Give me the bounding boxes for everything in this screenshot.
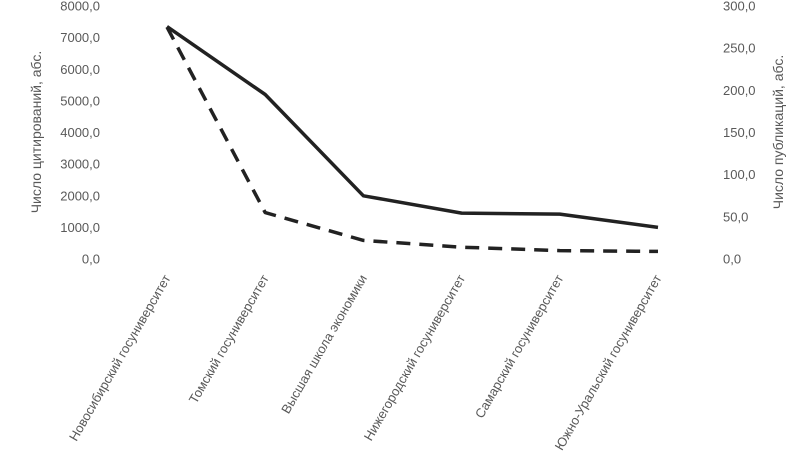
left-tick-label: 6000,0 — [60, 62, 100, 77]
category-label: Новосибирский госуниверситет — [66, 272, 174, 443]
left-tick-label: 3000,0 — [60, 157, 100, 172]
category-label: Томский госуниверситет — [186, 272, 272, 406]
right-axis-title: Число публикаций, абс. — [770, 55, 786, 209]
category-label: Самарский госуниверситет — [472, 272, 567, 421]
right-tick-label: 100,0 — [723, 167, 756, 182]
left-tick-label: 0,0 — [82, 252, 100, 267]
right-tick-label: 300,0 — [723, 0, 756, 14]
left-tick-label: 8000,0 — [60, 0, 100, 14]
right-axis-ticks: 0,0 50,0 100,0 150,0 200,0 250,0 300,0 — [723, 0, 756, 267]
category-labels: Новосибирский госуниверситет Томский госу… — [66, 272, 665, 453]
right-tick-label: 0,0 — [723, 252, 741, 267]
right-tick-label: 150,0 — [723, 125, 756, 140]
right-tick-label: 250,0 — [723, 41, 756, 56]
category-label: Южно-Уральский госуниверситет — [552, 272, 665, 453]
left-tick-label: 7000,0 — [60, 30, 100, 45]
right-tick-label: 200,0 — [723, 83, 756, 98]
left-tick-label: 2000,0 — [60, 188, 100, 203]
dashed-series-line — [165, 26, 659, 254]
left-tick-label: 4000,0 — [60, 125, 100, 140]
left-tick-label: 5000,0 — [60, 93, 100, 108]
left-axis-title: Число цитирований, абс. — [28, 51, 44, 214]
category-label: Нижегородский госуниверситет — [361, 272, 469, 443]
right-tick-label: 50,0 — [723, 209, 748, 224]
solid-series-line — [166, 25, 659, 230]
left-tick-label: 1000,0 — [60, 220, 100, 235]
left-axis-ticks: 0,0 1000,0 2000,0 3000,0 4000,0 5000,0 6000,0 7… — [60, 0, 100, 267]
category-label: Высшая школа экономики — [278, 272, 370, 416]
series-lines — [165, 25, 659, 254]
